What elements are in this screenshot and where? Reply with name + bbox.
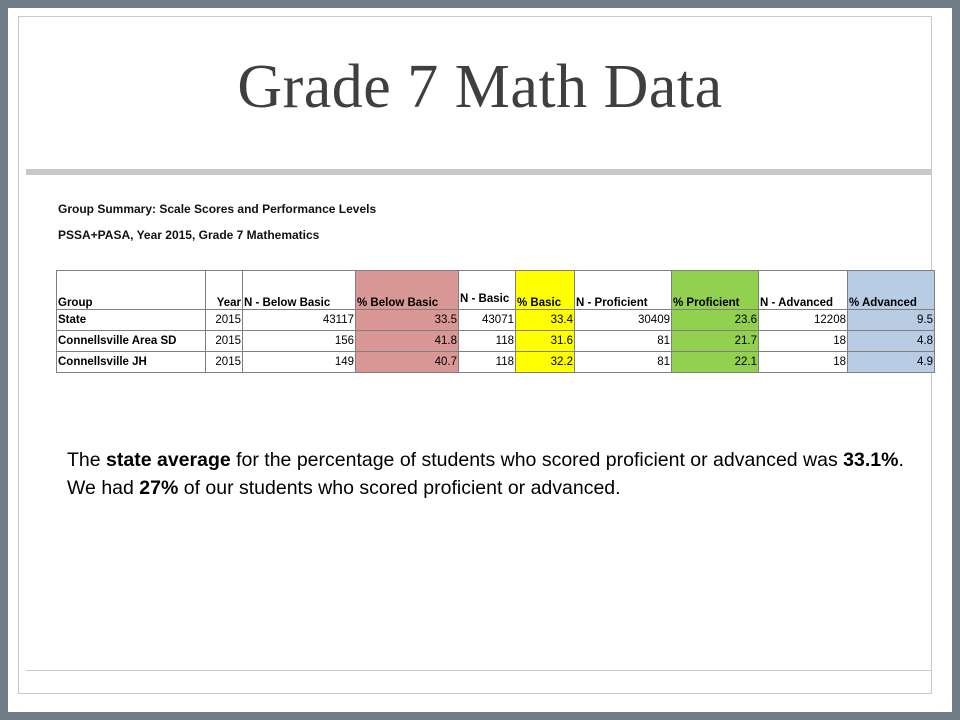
header-n-below-basic: N - Below Basic: [242, 270, 356, 310]
emphasis-our-percent: 27%: [139, 477, 179, 499]
state-average-statement: The state average for the percentage of …: [67, 446, 907, 474]
our-students-statement: We had 27% of our students who scored pr…: [67, 474, 907, 502]
cell-pct-proficient: 21.7: [671, 330, 759, 352]
cell-group: Connellsville Area SD: [56, 330, 206, 352]
cell-n-basic: 43071: [458, 309, 516, 331]
text-run: of our students who scored proficient or…: [178, 477, 621, 499]
cell-group: Connellsville JH: [56, 351, 206, 373]
cell-pct-advanced: 4.9: [847, 351, 935, 373]
emphasis-state-average: state average: [106, 449, 231, 471]
cell-group: State: [56, 309, 206, 331]
cell-n-advanced: 18: [758, 330, 848, 352]
cell-n-below-basic: 149: [242, 351, 356, 373]
header-group: Group: [56, 270, 206, 310]
text-run: The: [67, 449, 107, 471]
emphasis-state-percent: 33.1%: [843, 449, 899, 471]
cell-pct-below-basic: 33.5: [355, 309, 459, 331]
cell-n-proficient: 81: [574, 351, 672, 373]
cell-n-advanced: 18: [758, 351, 848, 373]
slide-title: Grade 7 Math Data: [237, 53, 723, 121]
header-n-advanced: N - Advanced: [758, 270, 848, 310]
cell-n-advanced: 12208: [758, 309, 848, 331]
text-run: We had: [67, 477, 140, 499]
table-header-row: Group Year N - Below Basic % Below Basic…: [56, 270, 935, 310]
title-divider: [26, 169, 932, 175]
cell-pct-advanced: 9.5: [847, 309, 935, 331]
text-run: .: [898, 449, 904, 471]
header-pct-advanced: % Advanced: [847, 270, 935, 310]
cell-pct-basic: 32.2: [515, 351, 575, 373]
cell-n-basic: 118: [458, 330, 516, 352]
header-n-basic: N - Basic: [458, 270, 516, 310]
cell-pct-advanced: 4.8: [847, 330, 935, 352]
cell-year: 2015: [205, 309, 243, 331]
cell-pct-proficient: 23.6: [671, 309, 759, 331]
cell-pct-basic: 31.6: [515, 330, 575, 352]
cell-pct-below-basic: 40.7: [355, 351, 459, 373]
cell-year: 2015: [205, 330, 243, 352]
cell-year: 2015: [205, 351, 243, 373]
text-run: for the percentage of students who score…: [230, 449, 844, 471]
header-n-proficient: N - Proficient: [574, 270, 672, 310]
cell-pct-basic: 33.4: [515, 309, 575, 331]
cell-pct-below-basic: 41.8: [355, 330, 459, 352]
cell-n-below-basic: 43117: [242, 309, 356, 331]
header-pct-below-basic: % Below Basic: [355, 270, 459, 310]
summary-subheading: PSSA+PASA, Year 2015, Grade 7 Mathematic…: [58, 228, 320, 242]
header-pct-basic: % Basic: [515, 270, 575, 310]
summary-heading: Group Summary: Scale Scores and Performa…: [58, 202, 377, 216]
table-row: State 2015 43117 33.5 43071 33.4 30409 2…: [56, 309, 935, 331]
header-pct-proficient: % Proficient: [671, 270, 759, 310]
cell-pct-proficient: 22.1: [671, 351, 759, 373]
performance-table: Group Year N - Below Basic % Below Basic…: [56, 270, 935, 373]
header-year: Year: [205, 270, 243, 310]
body-text: The state average for the percentage of …: [67, 446, 907, 502]
cell-n-basic: 118: [458, 351, 516, 373]
footer-divider: [26, 670, 932, 671]
table-row: Connellsville JH 2015 149 40.7 118 32.2 …: [56, 351, 935, 373]
cell-n-proficient: 81: [574, 330, 672, 352]
cell-n-below-basic: 156: [242, 330, 356, 352]
table-row: Connellsville Area SD 2015 156 41.8 118 …: [56, 330, 935, 352]
cell-n-proficient: 30409: [574, 309, 672, 331]
